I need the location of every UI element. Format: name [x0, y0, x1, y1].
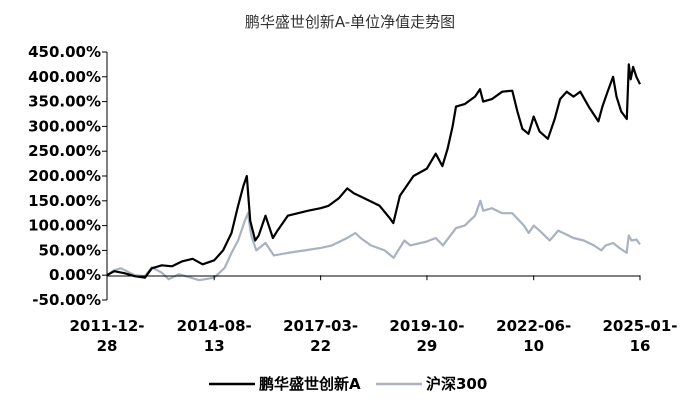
- x-tick-label: 2025-01-16: [602, 317, 677, 355]
- y-tick-label: 0.00%: [49, 266, 101, 284]
- y-tick-label: 350.00%: [28, 93, 101, 111]
- y-tick-label: 100.00%: [28, 217, 101, 235]
- x-tick-label: 2022-06-10: [496, 317, 571, 355]
- y-axis: -50.00% 0.00% 50.00% 100.00% 150.00% 200.00% 2…: [28, 43, 107, 309]
- y-tick-label: 300.00%: [28, 117, 101, 135]
- series-line-1: [106, 63, 641, 279]
- y-tick-label: 450.00%: [28, 43, 101, 61]
- y-tick-label: 200.00%: [28, 167, 101, 185]
- plot-area: [106, 63, 641, 282]
- y-tick-label: 50.00%: [39, 241, 101, 259]
- x-tick-label: 2019-10-29: [389, 317, 464, 355]
- chart-title: 鹏华盛世创新A-单位净值走势图: [245, 13, 455, 31]
- y-tick-label: -50.00%: [32, 291, 101, 309]
- x-axis: 2011-12-28 2014-08-13 2017-03-22 2019-10-29…: [69, 275, 678, 355]
- series-line-2: [106, 199, 641, 282]
- legend-label-series-1: 鹏华盛世创新A: [259, 375, 361, 393]
- y-tick-label: 250.00%: [28, 142, 101, 160]
- x-tick-label: 2011-12-28: [69, 317, 144, 355]
- y-tick-label: 400.00%: [28, 68, 101, 86]
- x-tick-label: 2017-03-22: [283, 317, 358, 355]
- y-tick-label: 150.00%: [28, 192, 101, 210]
- legend-label-series-2: 沪深300: [426, 375, 487, 393]
- legend: 鹏华盛世创新A 沪深300: [209, 375, 487, 393]
- x-tick-label: 2014-08-13: [177, 317, 252, 355]
